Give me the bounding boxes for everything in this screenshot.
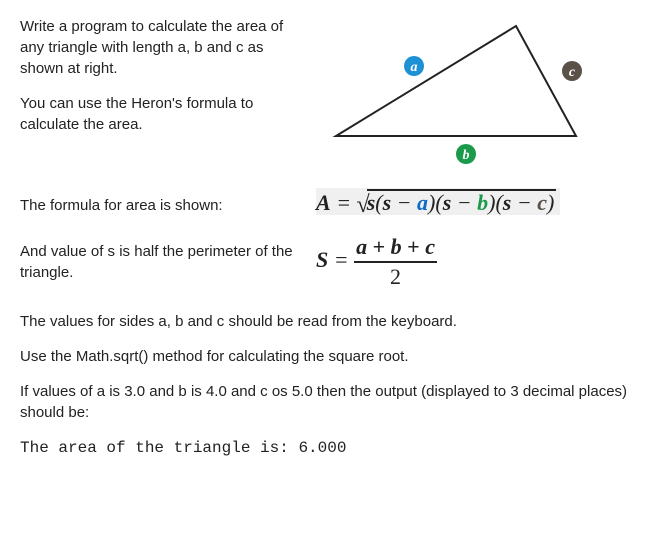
tail-p1: The values for sides a, b and c should b… [20, 311, 651, 332]
label-c-text: c [569, 65, 576, 80]
s-formula-row: And value of s is half the perimeter of … [20, 235, 651, 289]
label-b-text: b [463, 148, 470, 163]
s-eq: = [328, 247, 354, 272]
intro-p2: You can use the Heron's formula to calcu… [20, 93, 300, 135]
area-eq: = [331, 190, 357, 215]
triangle-svg: a b c [316, 16, 616, 176]
area-formula-label: The formula for area is shown: [20, 195, 316, 216]
sample-output: The area of the triangle is: 6.000 [20, 437, 651, 459]
area-A: A [316, 190, 331, 215]
triangle-shape [336, 26, 576, 136]
s-formula: S = a + b + c2 [316, 235, 651, 289]
s-S: S [316, 247, 328, 272]
intro-p1: Write a program to calculate the area of… [20, 16, 300, 79]
s-formula-label: And value of s is half the perimeter of … [20, 241, 316, 283]
tail-p3: If values of a is 3.0 and b is 4.0 and c… [20, 381, 651, 423]
label-a-text: a [411, 60, 418, 75]
area-formula-row: The formula for area is shown: A = √s(s … [20, 188, 651, 223]
tail-p2: Use the Math.sqrt() method for calculati… [20, 346, 651, 367]
s-fraction: a + b + c2 [354, 235, 437, 289]
intro-text: Write a program to calculate the area of… [20, 16, 316, 149]
area-formula: A = √s(s − a)(s − b)(s − c) [316, 188, 651, 223]
intro-row: Write a program to calculate the area of… [20, 16, 651, 176]
triangle-figure: a b c [316, 16, 651, 176]
radicand: s(s − a)(s − b)(s − c) [367, 189, 557, 215]
